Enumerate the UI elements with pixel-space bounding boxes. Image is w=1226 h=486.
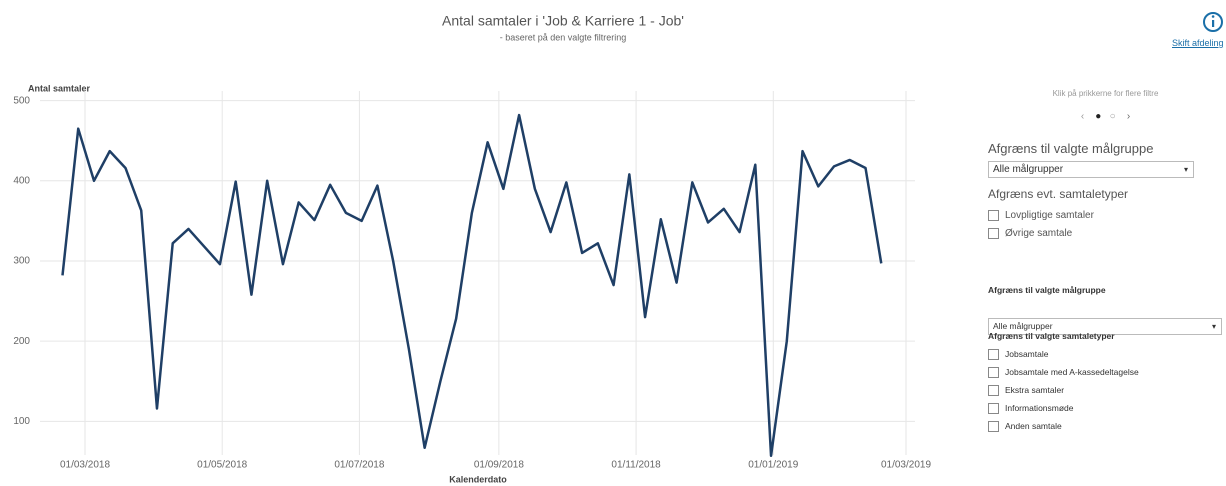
checkbox-box[interactable] — [988, 348, 999, 360]
checkbox-label: Jobsamtale — [1005, 349, 1049, 359]
filter-title: Afgræns til valgte samtaletyper — [988, 331, 1115, 341]
x-tick-label: 01/03/2018 — [60, 460, 110, 471]
checkbox-label: Jobsamtale med A-kassedeltagelse — [1005, 367, 1139, 377]
checkbox[interactable]: Anden samtale — [988, 417, 1223, 435]
filter-title: Afgræns til valgte målgruppe — [988, 285, 1106, 295]
filter-title: Afgræns evt. samtaletyper — [988, 187, 1129, 201]
y-tick-label: 200 — [13, 336, 30, 347]
checkbox-label: Øvrige samtale — [1005, 227, 1073, 239]
checkbox[interactable]: Informationsmøde — [988, 399, 1223, 417]
y-axis-label: Antal samtaler — [28, 83, 91, 93]
checkbox-box[interactable] — [988, 420, 999, 432]
dropdown[interactable]: Alle målgrupper — [988, 161, 1194, 178]
x-tick-label: 01/01/2019 — [748, 460, 798, 471]
pager: ‹ ● ○ › — [988, 111, 1223, 122]
checkbox-label: Lovpligtige samtaler — [1005, 209, 1094, 221]
checkbox[interactable]: Øvrige samtale — [988, 224, 1223, 242]
chart-title: Antal samtaler i 'Job & Karriere 1 - Job… — [442, 13, 684, 29]
checkbox-box[interactable] — [988, 227, 999, 239]
checkbox[interactable]: Ekstra samtaler — [988, 381, 1223, 399]
next-arrow[interactable]: › — [1126, 111, 1131, 122]
filter-title: Afgræns til valgte målgruppe — [988, 141, 1154, 156]
prev-arrow[interactable]: ‹ — [1080, 111, 1085, 122]
checkbox-box[interactable] — [988, 384, 999, 396]
info-icon-dot — [1211, 15, 1215, 18]
checkbox-box[interactable] — [988, 402, 999, 414]
chart-subtitle: - baseret på den valgte filtrering — [500, 32, 627, 42]
x-tick-label: 01/05/2018 — [197, 460, 247, 471]
checkbox-list: Jobsamtale Jobsamtale med A-kassedeltagel… — [988, 345, 1223, 435]
page-dot[interactable]: ● — [1095, 111, 1102, 122]
checkbox-list: Lovpligtige samtaler Øvrige samtale — [988, 206, 1223, 242]
x-tick-label: 01/03/2019 — [881, 460, 931, 471]
info-icon[interactable] — [1203, 12, 1223, 32]
checkbox[interactable]: Lovpligtige samtaler — [988, 206, 1223, 224]
y-tick-label: 300 — [13, 256, 30, 267]
checkbox-box[interactable] — [988, 209, 999, 221]
checkbox-label: Ekstra samtaler — [1005, 385, 1065, 395]
checkbox[interactable]: Jobsamtale — [988, 345, 1223, 363]
x-tick-label: 01/09/2018 — [474, 460, 524, 471]
x-tick-label: 01/11/2018 — [611, 460, 661, 471]
y-tick-label: 100 — [13, 416, 30, 427]
x-axis-label: Kalenderdato — [449, 474, 507, 484]
x-tick-label: 01/07/2018 — [334, 460, 384, 471]
info-icon-stem — [1212, 20, 1215, 27]
line — [61, 113, 883, 458]
checkbox-box[interactable] — [988, 366, 999, 378]
checkbox-label: Informationsmøde — [1005, 403, 1074, 413]
checkbox-label: Anden samtale — [1005, 421, 1062, 431]
dropdown[interactable]: Alle målgrupper — [988, 318, 1222, 335]
filter-hint: Klik på prikkerne for flere filtre — [1052, 89, 1159, 98]
link[interactable]: Skift afdeling — [1172, 38, 1224, 48]
page-dot[interactable]: ○ — [1109, 111, 1116, 122]
y-tick-label: 400 — [13, 175, 30, 186]
y-tick-label: 500 — [13, 95, 30, 106]
checkbox[interactable]: Jobsamtale med A-kassedeltagelse — [988, 363, 1223, 381]
